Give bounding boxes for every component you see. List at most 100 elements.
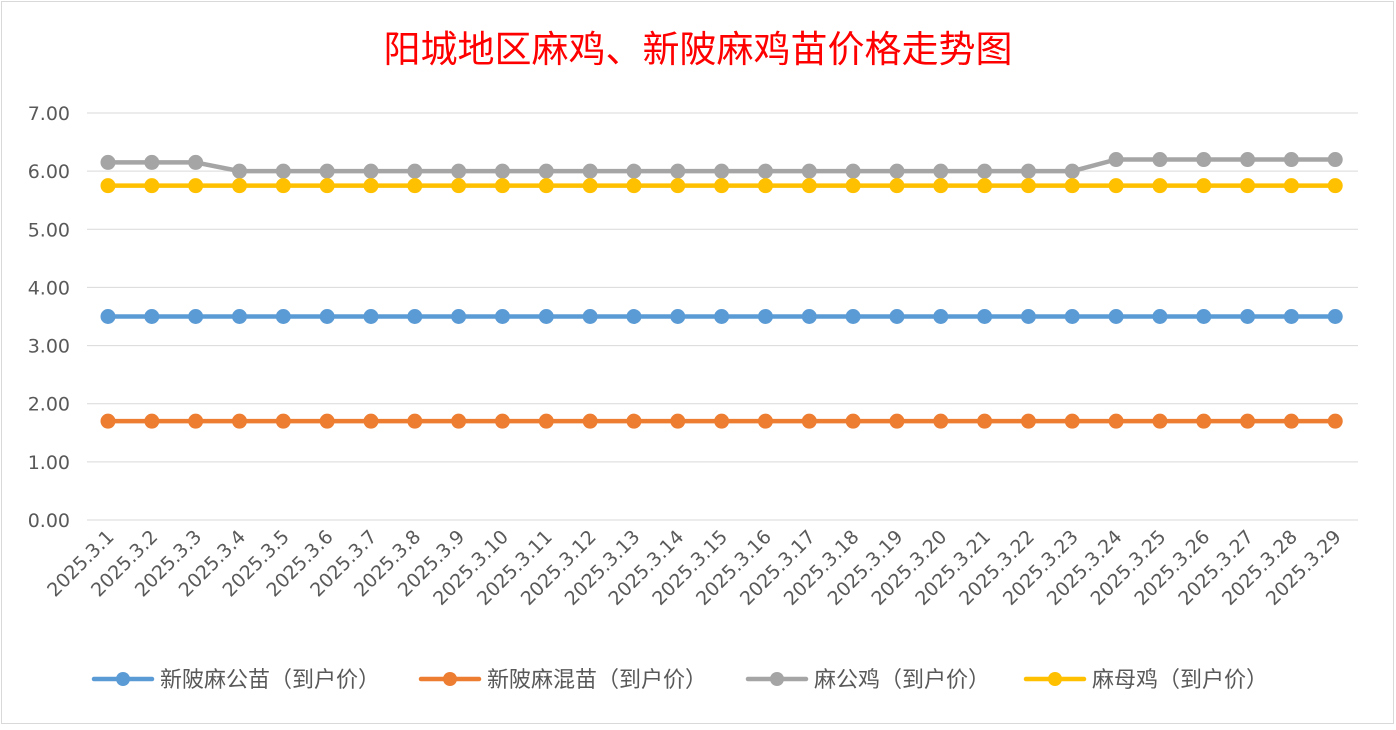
data-point xyxy=(977,309,993,324)
data-point xyxy=(670,413,686,429)
data-point xyxy=(363,178,379,194)
data-point xyxy=(582,413,598,429)
series-3 xyxy=(100,152,1343,179)
data-point xyxy=(670,178,686,194)
data-point xyxy=(1283,178,1299,194)
data-point xyxy=(494,163,510,179)
y-axis: 0.00 1.00 2.00 3.00 4.00 5.00 6.00 7.00 xyxy=(28,103,70,532)
data-point xyxy=(1020,163,1036,179)
y-tick-label: 4.00 xyxy=(28,277,70,299)
data-point xyxy=(231,413,247,429)
data-point xyxy=(319,178,335,194)
y-tick-label: 6.00 xyxy=(28,161,70,183)
data-point xyxy=(714,309,730,324)
data-point xyxy=(319,309,335,324)
data-point xyxy=(231,309,247,324)
y-tick-label: 3.00 xyxy=(28,336,70,358)
data-point xyxy=(231,178,247,194)
data-point xyxy=(1283,309,1299,324)
data-point xyxy=(275,309,291,324)
data-point xyxy=(626,413,642,429)
data-point xyxy=(407,163,423,179)
data-point xyxy=(144,154,160,170)
data-point xyxy=(845,178,861,194)
data-point xyxy=(363,413,379,429)
data-point xyxy=(1108,309,1124,324)
data-point xyxy=(188,413,204,429)
data-point xyxy=(1327,152,1343,168)
data-point xyxy=(275,178,291,194)
data-point xyxy=(582,178,598,194)
data-point xyxy=(1064,178,1080,194)
data-point xyxy=(1108,178,1124,194)
data-point xyxy=(1283,152,1299,168)
legend-label: 麻母鸡（到户价） xyxy=(1092,668,1268,693)
legend-item: 新陂麻混苗（到户价） xyxy=(418,668,707,693)
data-point xyxy=(1020,178,1036,194)
data-point xyxy=(889,413,905,429)
data-point xyxy=(319,413,335,429)
data-point xyxy=(933,309,949,324)
legend-label: 麻公鸡（到户价） xyxy=(814,668,990,693)
data-point xyxy=(1020,309,1036,324)
y-tick-label: 1.00 xyxy=(28,452,70,474)
data-point xyxy=(407,309,423,324)
data-point xyxy=(1240,152,1256,168)
data-point xyxy=(757,163,773,179)
data-point xyxy=(188,154,204,170)
y-tick-label: 7.00 xyxy=(28,103,70,125)
data-point xyxy=(407,178,423,194)
data-point xyxy=(670,163,686,179)
data-point xyxy=(1283,413,1299,429)
data-point xyxy=(275,163,291,179)
data-point xyxy=(1108,413,1124,429)
data-point xyxy=(275,413,291,429)
data-point xyxy=(1020,413,1036,429)
y-tick-label: 5.00 xyxy=(28,219,70,241)
data-point xyxy=(1196,413,1212,429)
data-point xyxy=(100,309,116,324)
data-point xyxy=(801,163,817,179)
data-point xyxy=(933,413,949,429)
data-point xyxy=(757,178,773,194)
data-point xyxy=(801,413,817,429)
data-point xyxy=(714,413,730,429)
data-point xyxy=(889,178,905,194)
data-point xyxy=(801,178,817,194)
data-point xyxy=(933,178,949,194)
data-point xyxy=(1064,309,1080,324)
series-2 xyxy=(100,413,1343,429)
data-point xyxy=(319,163,335,179)
data-point xyxy=(144,178,160,194)
y-tick-label: 2.00 xyxy=(28,394,70,416)
data-point xyxy=(757,413,773,429)
data-point xyxy=(538,163,554,179)
data-point xyxy=(144,413,160,429)
series-lines xyxy=(100,152,1343,429)
data-point xyxy=(801,309,817,324)
data-point xyxy=(494,178,510,194)
data-point xyxy=(977,413,993,429)
series-1 xyxy=(100,309,1343,324)
data-point xyxy=(977,163,993,179)
data-point xyxy=(1064,163,1080,179)
data-point xyxy=(1196,309,1212,324)
legend-item: 麻公鸡（到户价） xyxy=(745,668,990,693)
data-point xyxy=(757,309,773,324)
legend-marker xyxy=(443,672,457,686)
data-point xyxy=(1240,413,1256,429)
data-point xyxy=(1064,413,1080,429)
legend: 新陂麻公苗（到户价） 新陂麻混苗（到户价） 麻公鸡（到户价） 麻母鸡（到户价） xyxy=(91,668,1268,693)
data-point xyxy=(845,413,861,429)
data-point xyxy=(363,309,379,324)
data-point xyxy=(714,178,730,194)
data-point xyxy=(494,309,510,324)
data-point xyxy=(100,178,116,194)
data-point xyxy=(1327,413,1343,429)
data-point xyxy=(188,178,204,194)
data-point xyxy=(670,309,686,324)
legend-marker xyxy=(116,672,130,686)
